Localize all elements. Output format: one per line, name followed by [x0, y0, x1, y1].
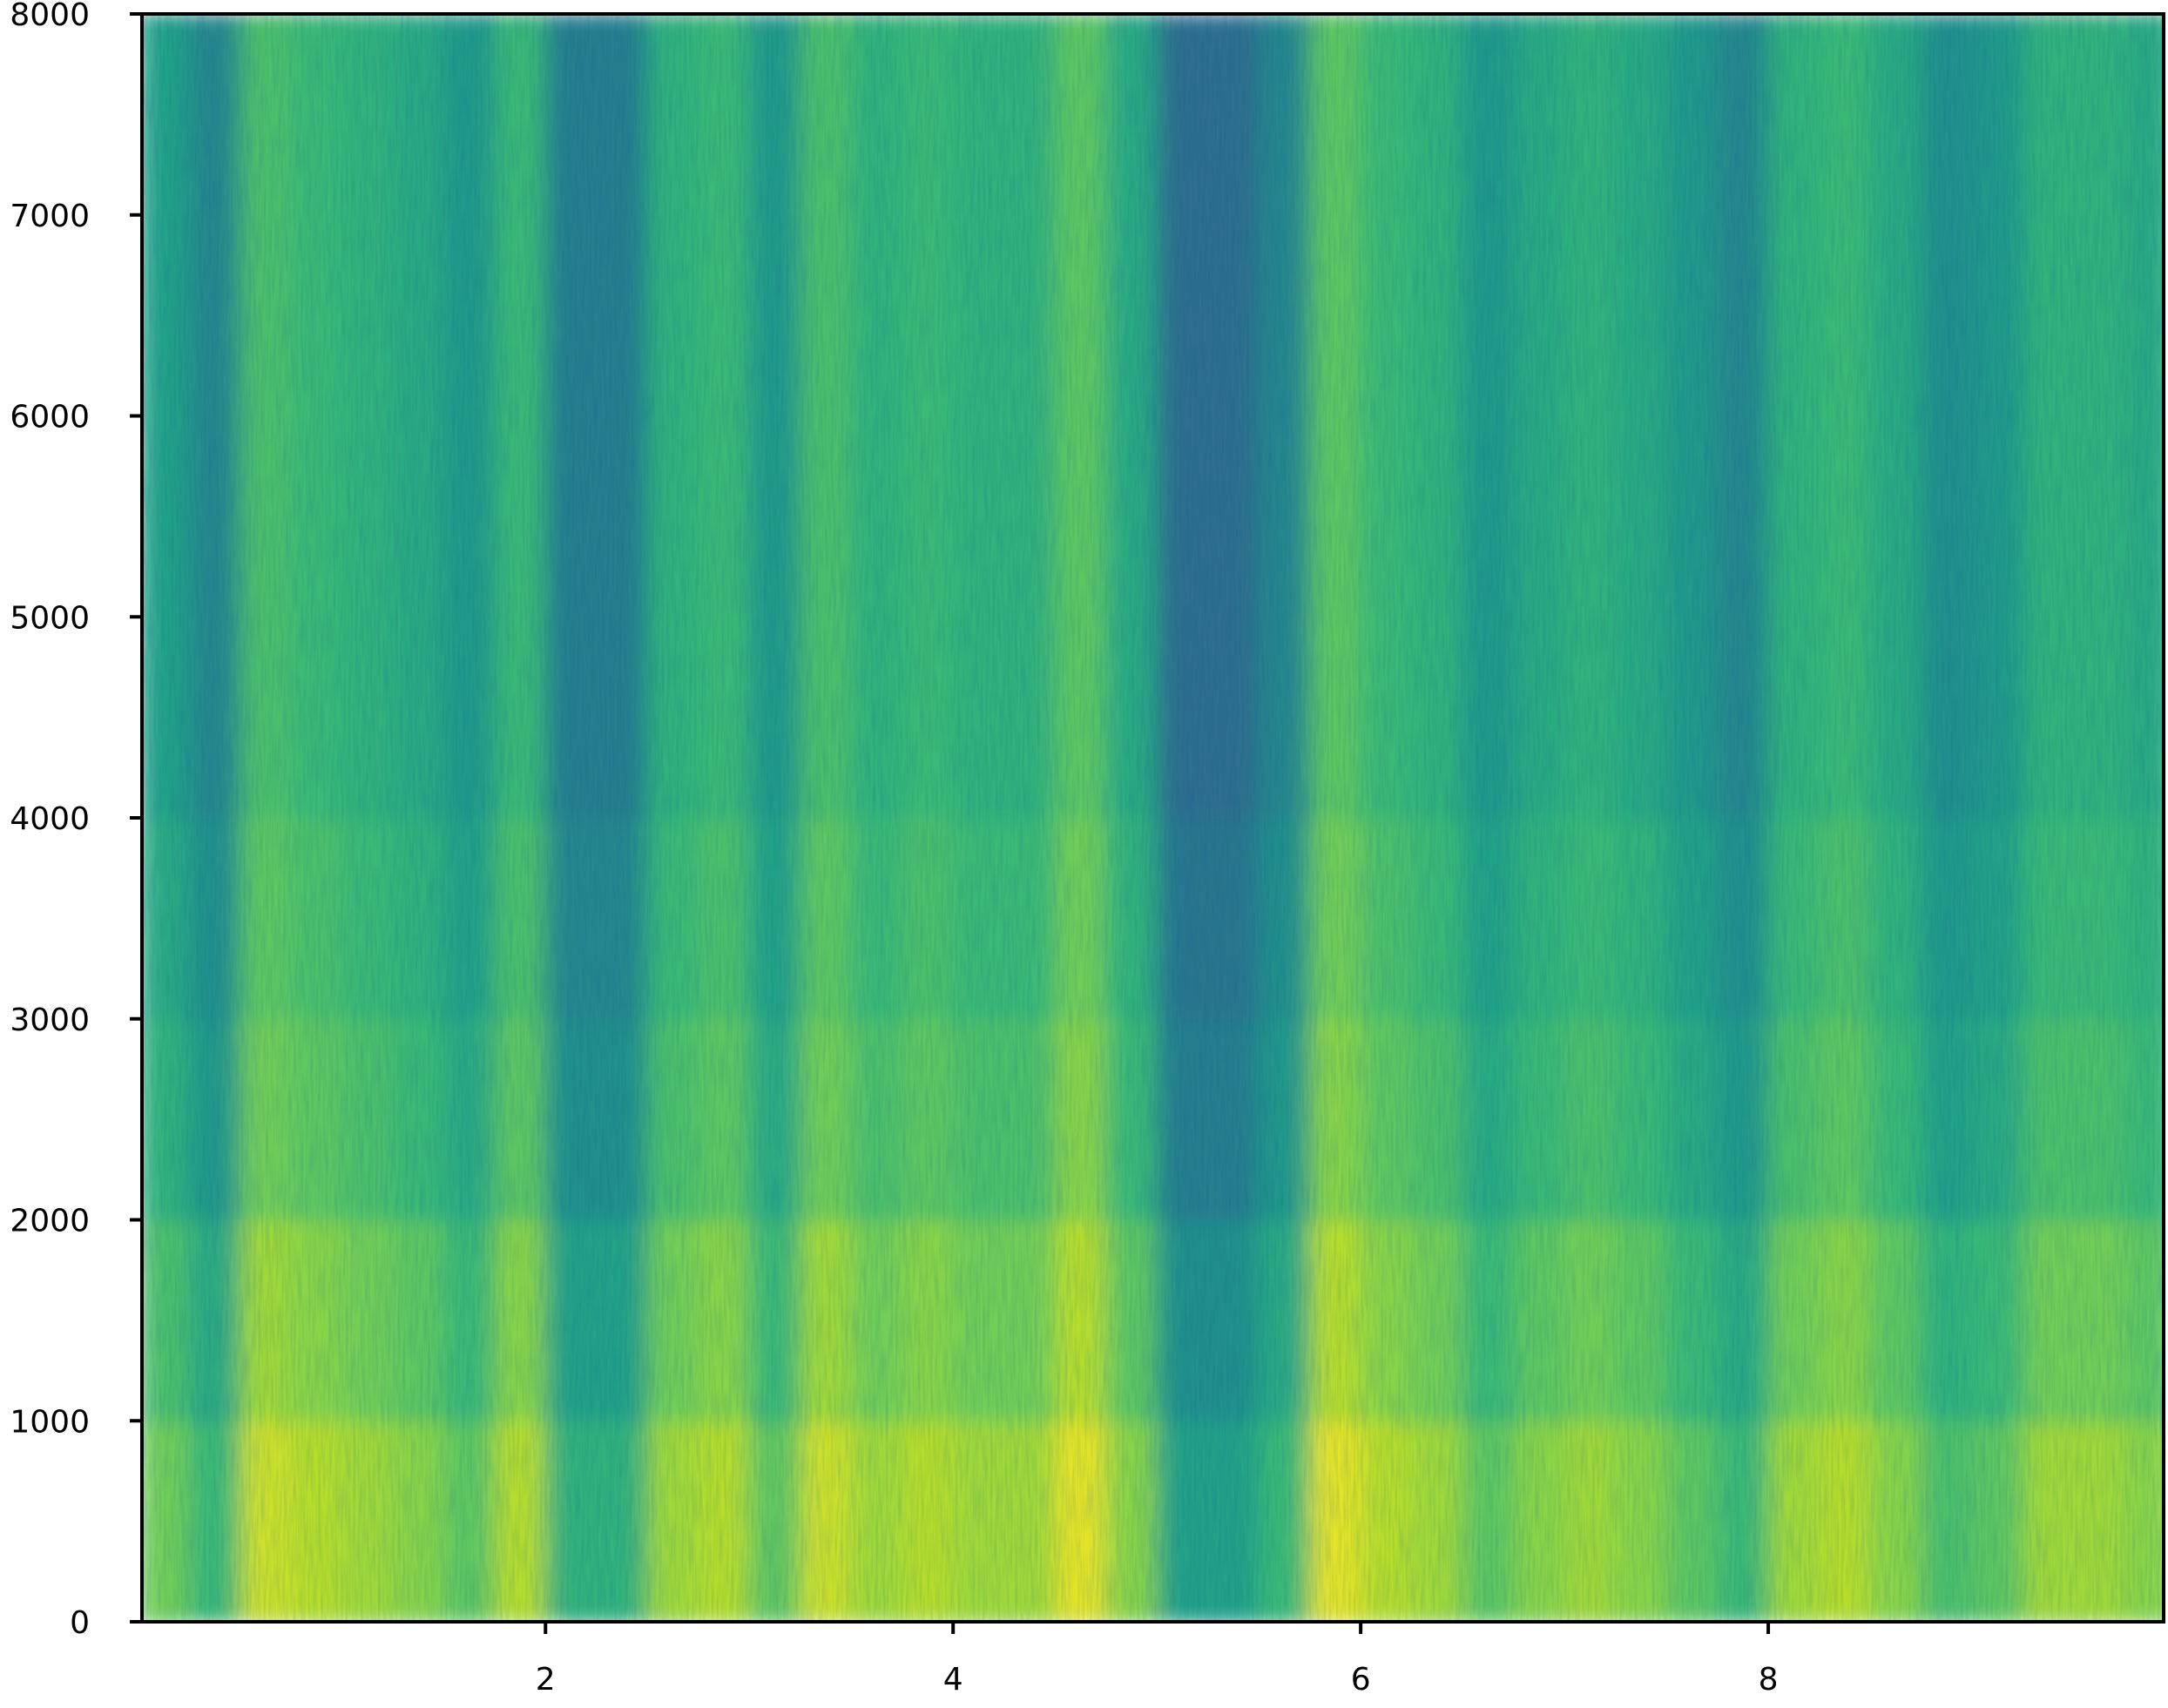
heatmap: [142, 14, 2164, 1622]
y-tick-label: 7000: [10, 199, 90, 234]
y-tick-label: 1000: [10, 1404, 90, 1440]
y-tick-label: 2000: [10, 1204, 90, 1239]
x-tick-label: 2: [536, 1662, 556, 1698]
y-tick-label: 6000: [10, 400, 90, 435]
x-tick-label: 6: [1351, 1662, 1371, 1698]
axes: 0 1000 2000 3000 4000 5000 6000 7000 8000 2 4 6 8: [10, 0, 2165, 1698]
y-tick-label: 8000: [10, 0, 90, 33]
x-tick-label: 8: [1759, 1662, 1779, 1698]
y-tick-label: 0: [70, 1605, 90, 1641]
y-tick-label: 5000: [10, 600, 90, 636]
y-tick-label: 3000: [10, 1003, 90, 1038]
x-tick-label: 4: [943, 1662, 963, 1698]
texture: [142, 14, 2164, 1622]
y-tick-label: 4000: [10, 801, 90, 837]
